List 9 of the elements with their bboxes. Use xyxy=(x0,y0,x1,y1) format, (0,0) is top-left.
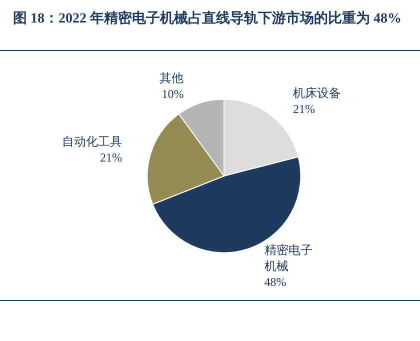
slice-label: 机床设备 xyxy=(293,86,342,100)
data-label: 21% xyxy=(100,150,122,165)
data-label: 48% xyxy=(264,275,286,290)
data-label: 21% xyxy=(293,102,316,116)
slice-label: 自动化工具 xyxy=(62,134,122,149)
slice-label: 其他 xyxy=(160,70,184,85)
data-label: 10% xyxy=(162,86,184,101)
slice-label: 精密电子机械 xyxy=(264,243,312,274)
chart-title: 图 18：2022 年精密电子机械占直线导轨下游市场的比重为 48% xyxy=(13,10,402,26)
